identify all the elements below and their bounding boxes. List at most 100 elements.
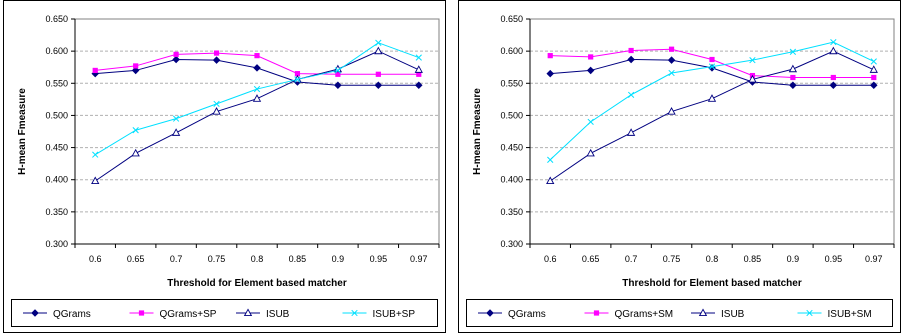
series-qgrams	[91, 55, 423, 89]
data-point	[588, 54, 594, 60]
data-point	[213, 50, 220, 56]
legend: QGrams QGrams+SM ISUB ISUB+SM	[466, 299, 893, 327]
x-tick-label: 0.65	[127, 254, 145, 264]
data-point	[547, 156, 554, 163]
data-point	[415, 81, 423, 89]
data-point	[627, 55, 635, 64]
x-tick-label: 0.75	[663, 254, 681, 264]
data-point	[375, 71, 381, 77]
legend-item-isub-sp: ISUB+SP	[342, 309, 416, 320]
x-tick-label: 0.95	[370, 254, 388, 264]
series-isub-sm	[547, 38, 877, 163]
x-tick-label: 0.6	[89, 254, 102, 264]
y-tick-label: 0.400	[45, 175, 68, 185]
x-tick-label: 0.95	[825, 254, 843, 264]
data-point	[254, 53, 260, 59]
y-tick-label: 0.500	[500, 110, 523, 120]
y-tick-label: 0.300	[45, 239, 68, 249]
data-point	[131, 66, 140, 75]
data-point	[546, 69, 554, 78]
data-point	[748, 74, 757, 83]
data-point	[708, 63, 716, 70]
x-tick-label: 0.8	[251, 254, 264, 264]
y-tick-label: 0.400	[500, 175, 523, 185]
legend-item-qgrams-sm: QGrams+SM	[584, 309, 674, 320]
legend-item-qgrams: QGrams	[23, 309, 91, 320]
line-chart-left: 0.3000.3500.4000.4500.5000.5500.6000.650…	[3, 0, 446, 333]
y-tick-label: 0.450	[45, 143, 68, 153]
x-axis-title: Threshold for Element based matcher	[167, 278, 347, 289]
y-tick-label: 0.450	[500, 143, 523, 153]
data-point	[790, 74, 796, 81]
legend-item-isub: ISUB	[236, 308, 290, 320]
legend-label: ISUB	[266, 309, 290, 320]
x-axis: 0.6 0.65 0.7 0.75 0.8 0.85 0.9 0.95 0.97	[529, 243, 895, 264]
legend-label: ISUB+SP	[373, 309, 416, 320]
data-point	[587, 118, 594, 126]
y-axis: 0.300 0.350 0.400 0.450 0.500 0.550 0.600 0.650	[500, 14, 531, 249]
legend-label: QGrams+SM	[615, 309, 674, 320]
data-point	[416, 71, 422, 77]
legend-swatch-marker	[243, 308, 253, 317]
data-point	[870, 58, 877, 65]
data-point	[173, 51, 179, 57]
gridlines	[75, 50, 439, 213]
y-tick-label: 0.500	[45, 110, 68, 120]
data-point	[212, 107, 221, 115]
data-point	[830, 74, 836, 81]
data-point	[626, 128, 636, 136]
data-point	[707, 94, 717, 102]
data-point	[667, 107, 676, 115]
gridlines	[530, 50, 894, 213]
data-point	[374, 46, 383, 55]
data-point	[789, 48, 797, 55]
data-point	[546, 176, 555, 185]
data-point	[92, 67, 98, 74]
legend-swatch-marker	[138, 310, 145, 316]
data-point	[213, 100, 220, 108]
legend-label: QGrams+SP	[160, 309, 217, 320]
y-tick-label: 0.550	[500, 78, 523, 88]
data-point	[374, 81, 383, 89]
x-tick-label: 0.9	[332, 254, 345, 264]
y-tick-label: 0.600	[45, 46, 68, 56]
data-point	[668, 46, 675, 52]
data-point	[212, 56, 221, 64]
data-point	[253, 85, 261, 93]
x-tick-label: 0.9	[787, 254, 800, 264]
data-point	[627, 91, 635, 99]
data-point	[171, 128, 181, 136]
y-axis-title: H-mean Fmeasure	[17, 88, 28, 175]
data-point	[789, 81, 797, 89]
data-point	[414, 65, 423, 73]
legend-item-isub: ISUB	[691, 308, 745, 320]
legend-label: ISUB	[721, 309, 745, 320]
series-qgrams-sp	[92, 50, 422, 77]
y-tick-label: 0.650	[500, 14, 523, 24]
y-tick-label: 0.550	[45, 78, 68, 88]
data-point	[830, 38, 837, 46]
data-point	[709, 56, 715, 63]
data-point	[871, 74, 877, 81]
data-point	[92, 151, 99, 158]
x-tick-label: 0.97	[410, 254, 428, 264]
data-point	[829, 46, 838, 55]
plot-area	[74, 18, 440, 245]
legend-label: QGrams	[53, 309, 91, 320]
x-tick-label: 0.65	[582, 254, 600, 264]
legend-item-isub-sm: ISUB+SM	[797, 309, 872, 320]
data-point	[131, 148, 140, 157]
y-axis: 0.300 0.350 0.400 0.450 0.500 0.550 0.600 0.650	[45, 14, 76, 249]
chart-panel-right: 0.300 0.350 0.400 0.450 0.500 0.550 0.600 0.650…	[458, 0, 901, 333]
data-point	[870, 81, 878, 89]
x-tick-label: 0.97	[865, 254, 883, 264]
legend-swatch-marker	[698, 308, 708, 317]
x-tick-label: 0.85	[744, 254, 762, 264]
x-tick-label: 0.8	[706, 254, 719, 264]
data-point	[829, 81, 838, 89]
legend-label: QGrams	[508, 309, 546, 320]
x-tick-label: 0.75	[208, 254, 226, 264]
series-qgrams-sm	[547, 46, 877, 81]
series-isub-sp	[92, 39, 422, 158]
data-point	[294, 76, 301, 83]
